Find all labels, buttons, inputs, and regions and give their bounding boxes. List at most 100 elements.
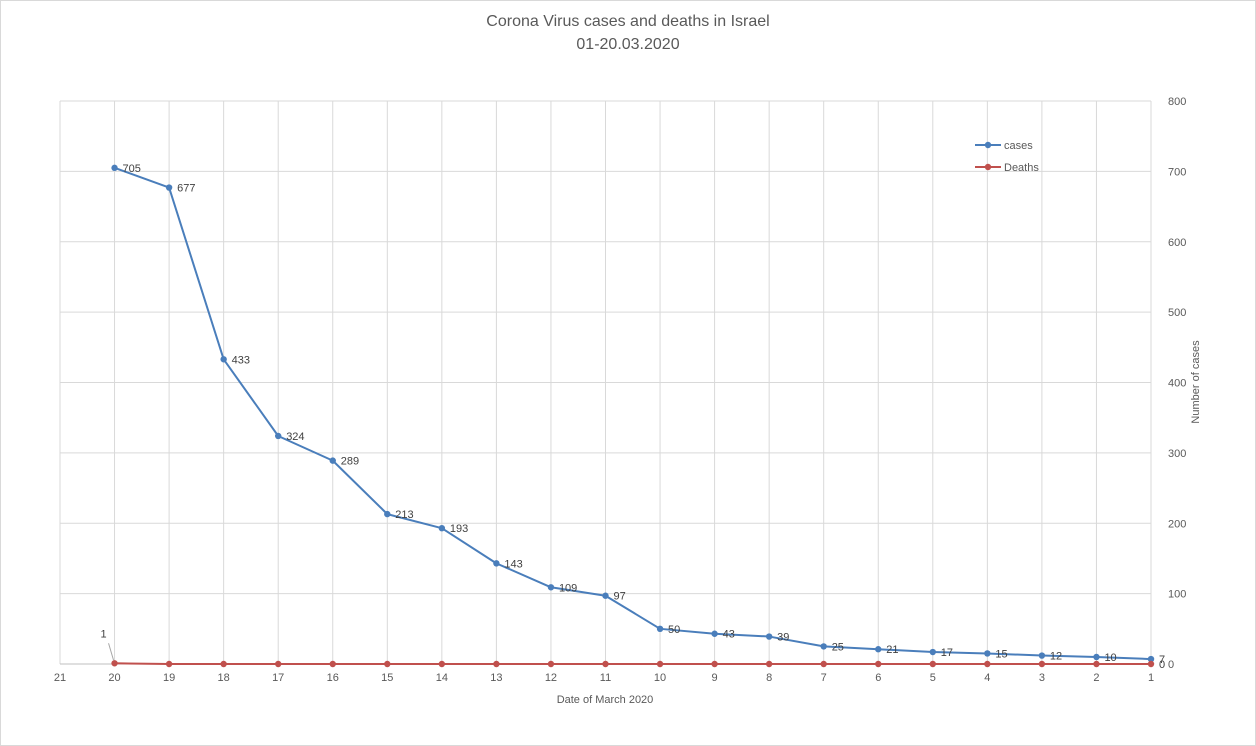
data-point-deaths [493, 660, 500, 668]
data-point-cases [329, 457, 336, 464]
data-point-deaths [111, 660, 118, 667]
data-point-cases [384, 510, 391, 518]
data-label-cases: 39 [777, 632, 789, 644]
legend-label-cases: cases [1004, 140, 1033, 152]
x-tick-label: 4 [984, 672, 990, 684]
data-point-deaths [329, 660, 336, 668]
data-point-cases [493, 560, 500, 567]
data-point-deaths [1147, 660, 1155, 668]
data-label-cases: 193 [450, 523, 468, 535]
x-tick-label: 2 [1093, 672, 1099, 684]
data-point-cases [602, 592, 609, 599]
data-point-deaths [165, 660, 173, 668]
data-label-cases: 97 [614, 591, 626, 603]
data-label-cases: 12 [1050, 651, 1062, 663]
x-tick-label: 8 [766, 672, 772, 684]
x-tick-label: 14 [436, 672, 448, 684]
legend: cases Deaths [975, 140, 1039, 174]
data-point-deaths [384, 660, 391, 668]
data-point-cases [929, 648, 936, 656]
data-label-cases: 10 [1104, 652, 1116, 664]
x-tick-label: 5 [930, 672, 936, 684]
data-label-deaths: 1 [101, 628, 107, 640]
data-point-cases [875, 646, 882, 653]
data-point-deaths [547, 660, 555, 668]
data-point-deaths [1038, 660, 1046, 668]
data-point-cases [984, 650, 991, 657]
series-layer [111, 164, 1155, 668]
data-point-cases [765, 633, 773, 640]
data-point-deaths [656, 660, 664, 668]
x-tick-label: 16 [327, 672, 339, 684]
data-label-cases: 7 [1159, 654, 1165, 666]
data-label-cases: 43 [723, 629, 735, 641]
data-point-cases [547, 584, 555, 591]
x-tick-label: 18 [218, 672, 230, 684]
data-point-deaths [220, 660, 227, 668]
data-label-cases: 705 [123, 163, 141, 175]
x-tick-label: 21 [54, 672, 66, 684]
x-tick-label: 11 [600, 672, 611, 684]
data-label-cases: 213 [395, 509, 413, 521]
data-point-cases [820, 643, 827, 650]
data-label-cases: 25 [832, 641, 844, 653]
x-tick-label: 15 [381, 672, 393, 684]
data-point-cases [438, 524, 446, 532]
data-point-deaths [275, 660, 282, 668]
gridlines [59, 100, 1152, 665]
x-tick-label: 17 [272, 672, 284, 684]
data-point-deaths [984, 660, 991, 668]
data-point-cases [165, 184, 173, 191]
data-label-cases: 677 [177, 183, 195, 195]
y-tick-label: 600 [1168, 237, 1186, 249]
data-label-cases: 15 [995, 648, 1007, 660]
data-label-cases: 289 [341, 456, 359, 468]
data-label-cases: 433 [232, 354, 250, 366]
y-tick-label: 500 [1168, 307, 1186, 319]
x-tick-label: 3 [1039, 672, 1045, 684]
y-axis-title: Number of cases [1190, 340, 1202, 424]
data-label-cases: 143 [504, 558, 522, 570]
legend-label-deaths: Deaths [1004, 162, 1039, 174]
x-axis-title: Date of March 2020 [557, 694, 654, 706]
data-label-cases: 17 [941, 647, 953, 659]
y-tick-label: 400 [1168, 378, 1186, 390]
data-point-cases [1093, 653, 1100, 661]
data-label-deaths: 0 [1159, 659, 1165, 671]
data-point-deaths [438, 660, 446, 668]
x-tick-label: 1 [1148, 672, 1154, 684]
y-tick-label: 100 [1168, 589, 1186, 601]
legend-marker-cases [984, 141, 992, 149]
x-tick-label: 9 [712, 672, 718, 684]
data-point-deaths [765, 660, 773, 668]
data-point-cases [656, 625, 664, 633]
data-point-cases [711, 630, 718, 637]
y-tick-label: 800 [1168, 96, 1186, 108]
data-point-deaths [875, 660, 882, 668]
y-tick-label: 0 [1168, 659, 1174, 671]
y-tick-label: 300 [1168, 448, 1186, 460]
x-tick-label: 13 [490, 672, 502, 684]
data-point-deaths [711, 660, 718, 668]
series-line-deaths [114, 662, 1151, 665]
data-point-cases [275, 432, 282, 440]
data-point-cases [220, 356, 227, 363]
data-point-cases [111, 164, 118, 172]
chart-subtitle: 01-20.03.2020 [576, 36, 680, 53]
data-label-cases: 324 [286, 431, 304, 443]
series-line-cases [114, 166, 1152, 661]
data-label-cases: 109 [559, 582, 577, 594]
data-point-deaths [1093, 660, 1100, 668]
x-tick-label: 19 [163, 672, 175, 684]
data-point-cases [1038, 652, 1046, 659]
legend-marker-deaths [984, 163, 992, 171]
data-point-deaths [820, 660, 827, 668]
y-tick-label: 200 [1168, 518, 1186, 530]
annotation-leader-line [108, 643, 115, 661]
x-tick-label: 20 [108, 672, 120, 684]
data-label-cases: 21 [886, 644, 898, 656]
y-tick-label: 700 [1168, 166, 1186, 178]
chart-title: Corona Virus cases and deaths in Israel [486, 13, 770, 30]
